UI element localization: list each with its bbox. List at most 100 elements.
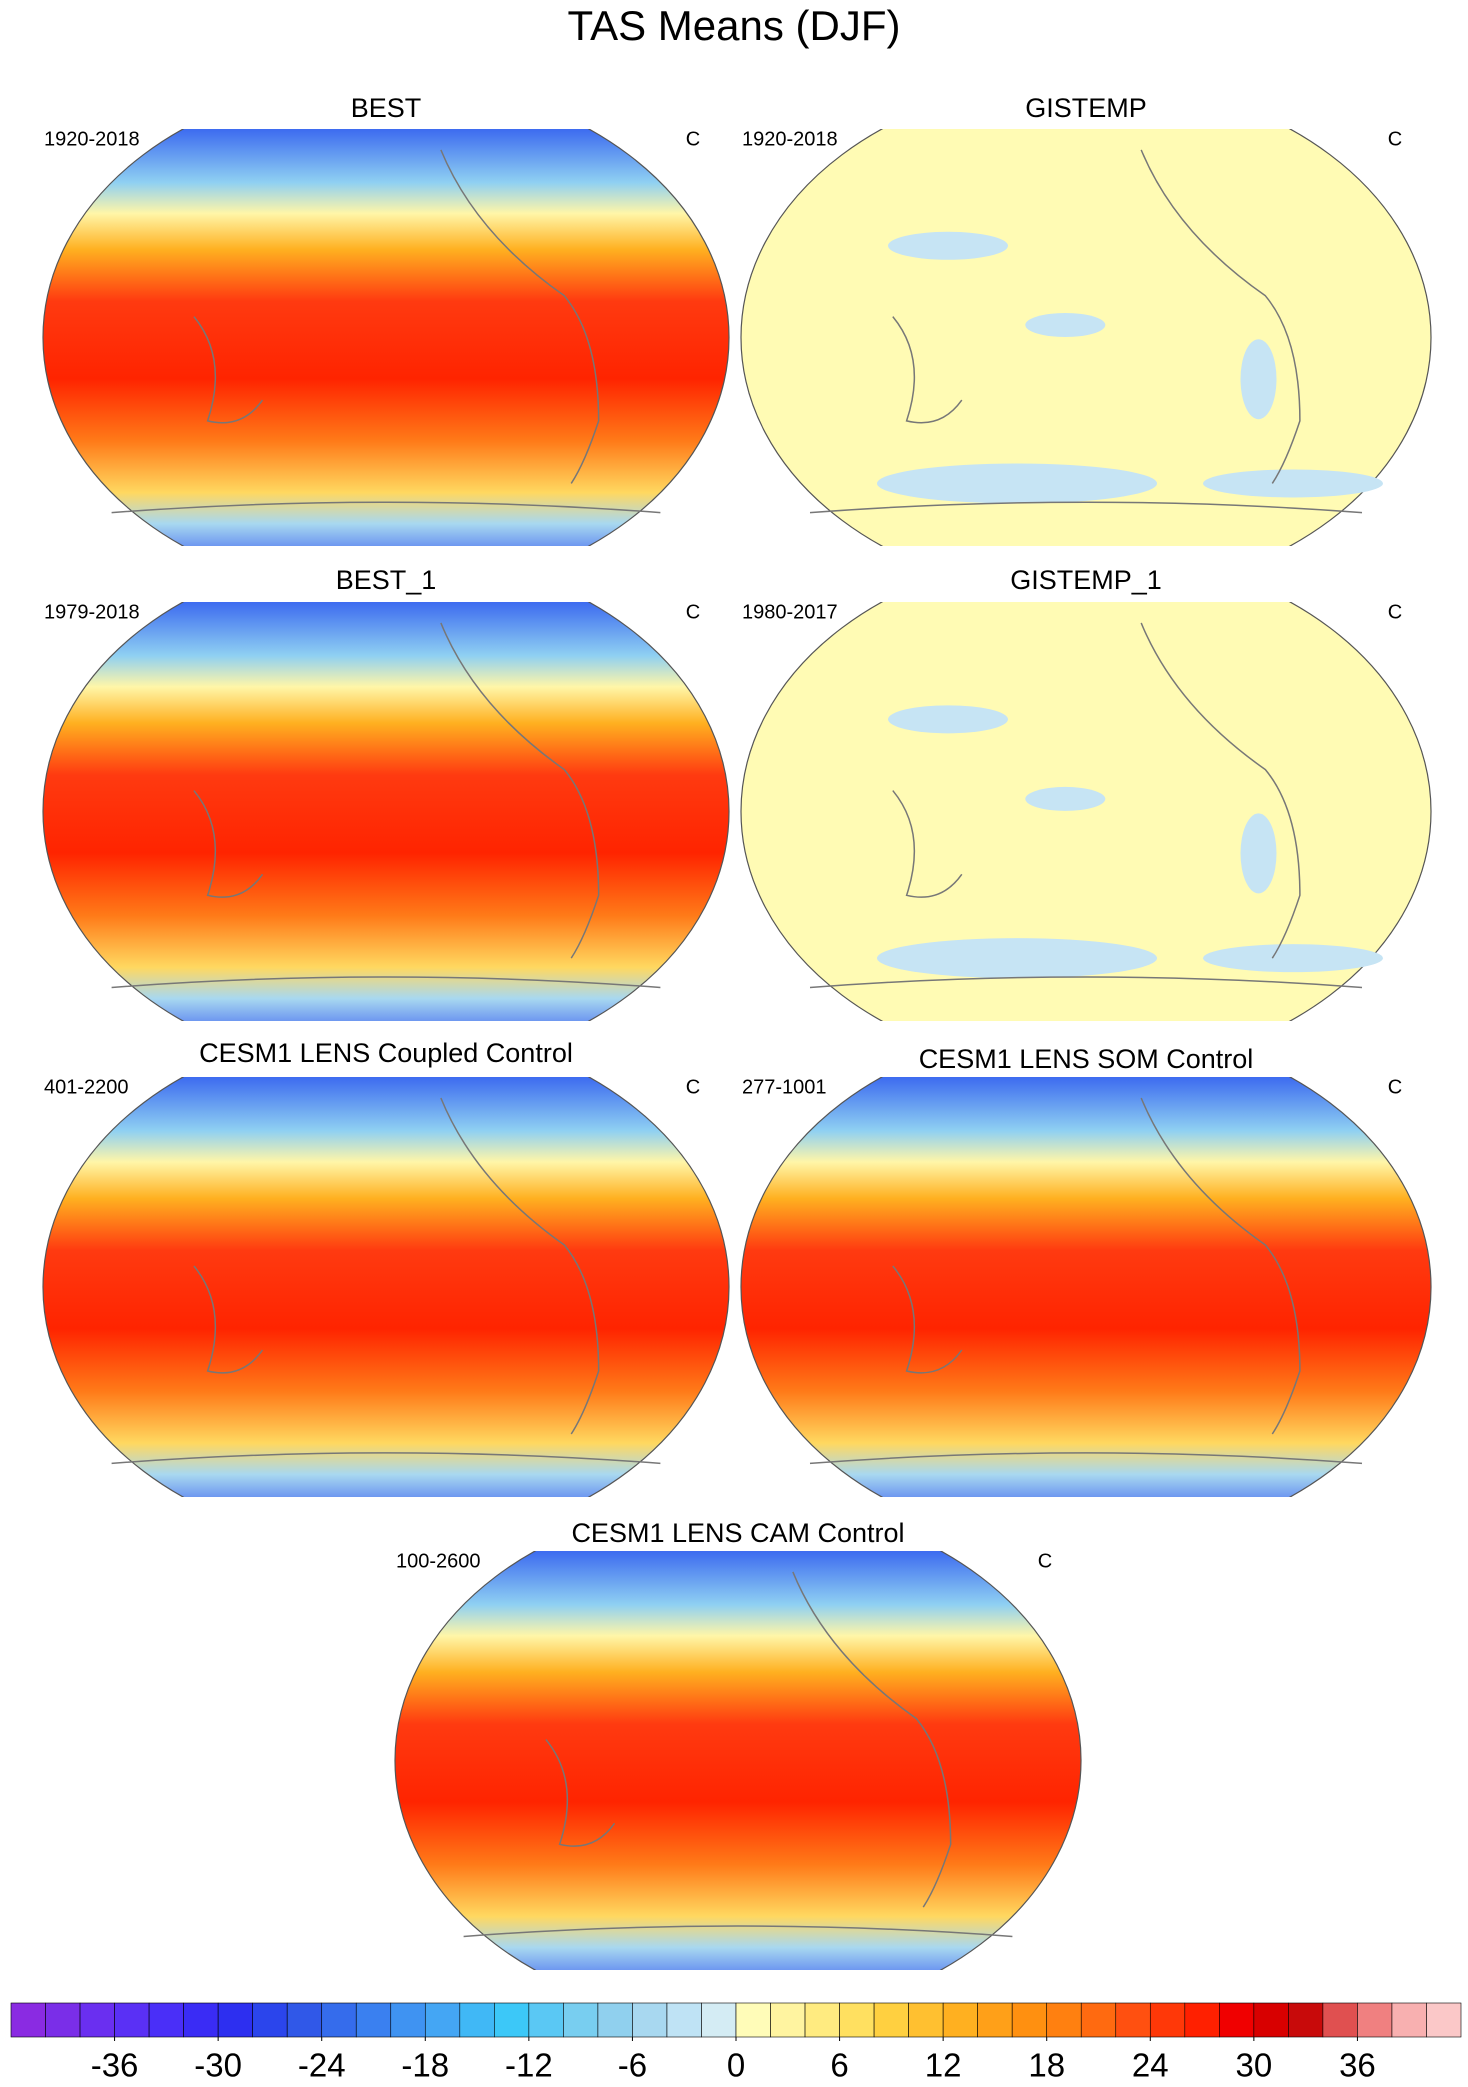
color-box (252, 2002, 288, 2038)
anomaly-region (888, 705, 1008, 734)
coastline (111, 1452, 661, 1465)
anomaly-region (1203, 469, 1383, 498)
units-label: C (1038, 1550, 1052, 1572)
coastline (111, 501, 661, 514)
coastline (809, 1452, 1363, 1465)
colorbar-label: 18 (1028, 2047, 1065, 2082)
map-outline (42, 129, 730, 546)
coastline (440, 149, 600, 484)
color-box (10, 2002, 46, 2038)
coastline (193, 790, 264, 898)
color-box (390, 2002, 426, 2038)
color-box (735, 2002, 771, 2038)
color-box (1219, 2002, 1255, 2038)
color-box (701, 2002, 737, 2038)
coastline (892, 1265, 963, 1374)
period-label: 1980-2017 (742, 601, 838, 623)
coastline (1140, 149, 1301, 484)
color-box (1046, 2002, 1082, 2038)
colorbar-label: 6 (830, 2047, 848, 2082)
period-label: 277-1001 (742, 1076, 827, 1098)
panel-title: CESM1 LENS CAM Control (571, 1518, 904, 1548)
map-panel (740, 1077, 1432, 1497)
color-box (804, 2002, 840, 2038)
anomaly-region (1240, 339, 1277, 420)
map-detail (463, 1571, 1013, 1938)
anomaly-region (888, 231, 1008, 260)
panel-title: CESM1 LENS Coupled Control (199, 1038, 573, 1068)
map-panel (42, 129, 730, 546)
panel-title: BEST (351, 93, 422, 123)
color-box (1184, 2002, 1220, 2038)
color-box (873, 2002, 909, 2038)
period-label: 1920-2018 (44, 128, 140, 150)
color-box (977, 2002, 1013, 2038)
color-box (1288, 2002, 1324, 2038)
colorbar-label: -18 (401, 2047, 449, 2082)
map-outline (740, 602, 1432, 1021)
map-outline (42, 602, 730, 1021)
period-label: 1979-2018 (44, 601, 140, 623)
coastline (892, 790, 963, 898)
color-box (1115, 2002, 1151, 2038)
map-detail (111, 622, 661, 989)
map-panel (740, 129, 1432, 546)
units-label: C (686, 128, 700, 150)
colorbar-label: -30 (194, 2047, 242, 2082)
color-box (942, 2002, 978, 2038)
color-box (79, 2002, 115, 2038)
colorbar-label: 0 (727, 2047, 745, 2082)
units-label: C (1388, 601, 1402, 623)
color-box (597, 2002, 633, 2038)
anomaly-region (877, 938, 1157, 979)
coastline (440, 1097, 600, 1435)
coastline (892, 316, 963, 424)
color-box (286, 2002, 323, 2038)
panel-title: BEST_1 (336, 565, 437, 595)
color-box (183, 2002, 219, 2038)
coastline (1140, 1097, 1301, 1435)
panel-title: CESM1 LENS SOM Control (919, 1044, 1254, 1074)
coastline (193, 316, 264, 424)
color-box (1080, 2002, 1117, 2038)
figure-title: TAS Means (DJF) (568, 2, 901, 49)
period-label: 401-2200 (44, 1076, 129, 1098)
color-box (1426, 2002, 1462, 2038)
color-box (770, 2002, 806, 2038)
map-detail (111, 149, 661, 514)
color-box (1011, 2002, 1048, 2038)
color-box (632, 2002, 668, 2038)
coastline (463, 1925, 1013, 1938)
color-box (839, 2002, 875, 2038)
map-detail (809, 1097, 1363, 1465)
color-box (908, 2002, 944, 2038)
map-detail (809, 622, 1383, 989)
units-label: C (1388, 128, 1402, 150)
colorbar-label: 30 (1235, 2047, 1272, 2082)
units-label: C (686, 1076, 700, 1098)
coastline (193, 1265, 264, 1374)
map-panel (42, 602, 730, 1021)
color-box (1322, 2002, 1358, 2038)
color-box (321, 2002, 357, 2038)
coastline (792, 1571, 952, 1908)
color-box (494, 2002, 530, 2038)
colorbar-label: -6 (618, 2047, 647, 2082)
anomaly-region (1240, 813, 1277, 894)
colorbar-label: 24 (1132, 2047, 1169, 2082)
color-box (424, 2002, 461, 2038)
map-outline (740, 1077, 1432, 1497)
map-outline (740, 129, 1432, 546)
anomaly-region (1025, 312, 1106, 337)
coastline (440, 622, 600, 959)
colorbar-label: 12 (925, 2047, 962, 2082)
map-detail (809, 149, 1383, 514)
colorbar-label: -24 (298, 2047, 346, 2082)
period-label: 100-2600 (396, 1550, 481, 1572)
color-box (1357, 2002, 1393, 2038)
color-box (148, 2002, 184, 2038)
color-box (217, 2002, 253, 2038)
coastline (545, 1739, 616, 1847)
units-label: C (686, 601, 700, 623)
